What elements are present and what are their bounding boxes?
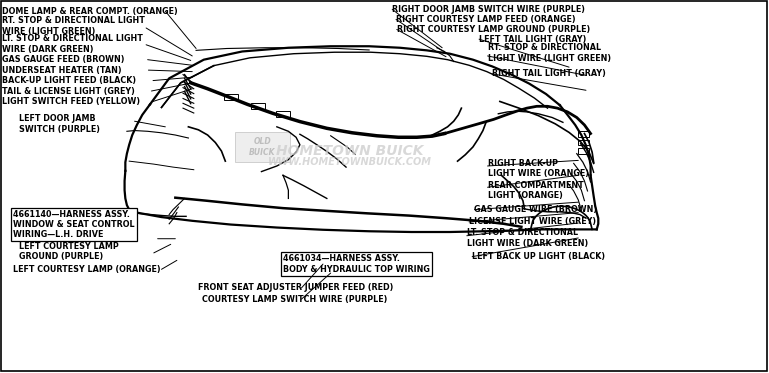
Text: TAIL & LICENSE LIGHT (GREY): TAIL & LICENSE LIGHT (GREY) xyxy=(2,87,135,95)
Bar xyxy=(578,131,589,137)
Text: COURTESY LAMP SWITCH WIRE (PURPLE): COURTESY LAMP SWITCH WIRE (PURPLE) xyxy=(202,295,388,304)
Text: RIGHT COURTESY LAMP FEED (ORANGE): RIGHT COURTESY LAMP FEED (ORANGE) xyxy=(396,15,576,24)
Text: HOMETOWN BUICK: HOMETOWN BUICK xyxy=(276,144,424,158)
Text: 4661140—HARNESS ASSY.
WINDOW & SEAT CONTROL
WIRING—L.H. DRIVE: 4661140—HARNESS ASSY. WINDOW & SEAT CONT… xyxy=(13,210,135,239)
Text: RT. STOP & DIRECTIONAL
LIGHT WIRE (LIGHT GREEN): RT. STOP & DIRECTIONAL LIGHT WIRE (LIGHT… xyxy=(488,43,611,63)
Text: RIGHT BACK-UP
LIGHT WIRE (ORANGE): RIGHT BACK-UP LIGHT WIRE (ORANGE) xyxy=(488,159,588,178)
Bar xyxy=(224,94,238,100)
Bar xyxy=(578,148,589,154)
Text: LT. STOP & DIRECTIONAL LIGHT
WIRE (DARK GREEN): LT. STOP & DIRECTIONAL LIGHT WIRE (DARK … xyxy=(2,34,142,54)
Text: 4661034—HARNESS ASSY.
BODY & HYDRAULIC TOP WIRING: 4661034—HARNESS ASSY. BODY & HYDRAULIC T… xyxy=(283,254,430,274)
Text: RIGHT DOOR JAMB SWITCH WIRE (PURPLE): RIGHT DOOR JAMB SWITCH WIRE (PURPLE) xyxy=(392,5,585,14)
Text: LEFT COURTESY LAMP (ORANGE): LEFT COURTESY LAMP (ORANGE) xyxy=(13,265,161,274)
Text: REAR COMPARTMENT
LIGHT (ORANGE): REAR COMPARTMENT LIGHT (ORANGE) xyxy=(488,181,584,200)
Text: BACK-UP LIGHT FEED (BLACK): BACK-UP LIGHT FEED (BLACK) xyxy=(2,76,135,85)
Text: RIGHT COURTESY LAMP GROUND (PURPLE): RIGHT COURTESY LAMP GROUND (PURPLE) xyxy=(397,25,590,34)
Text: LEFT TAIL LIGHT (GRAY): LEFT TAIL LIGHT (GRAY) xyxy=(479,35,587,44)
Text: FRONT SEAT ADJUSTER JUMPER FEED (RED): FRONT SEAT ADJUSTER JUMPER FEED (RED) xyxy=(198,283,394,292)
Text: UNDERSEAT HEATER (TAN): UNDERSEAT HEATER (TAN) xyxy=(2,66,122,75)
Text: LIGHT SWITCH FEED (YELLOW): LIGHT SWITCH FEED (YELLOW) xyxy=(2,97,140,106)
Text: LEFT COURTESY LAMP
GROUND (PURPLE): LEFT COURTESY LAMP GROUND (PURPLE) xyxy=(19,242,119,261)
Text: RIGHT TAIL LIGHT (GRAY): RIGHT TAIL LIGHT (GRAY) xyxy=(492,69,606,78)
Text: HEATER WIRE (TAN): HEATER WIRE (TAN) xyxy=(31,234,120,243)
Text: GAS GAUGE WIRE (BROWN): GAS GAUGE WIRE (BROWN) xyxy=(474,205,598,214)
Text: LICENSE LIGHT WIRE (GREY): LICENSE LIGHT WIRE (GREY) xyxy=(469,217,596,226)
Bar xyxy=(235,132,290,162)
Text: LT. STOP & DIRECTIONAL
LIGHT WIRE (DARK GREEN): LT. STOP & DIRECTIONAL LIGHT WIRE (DARK … xyxy=(467,228,588,248)
Text: RT. STOP & DIRECTIONAL LIGHT
WIRE (LIGHT GREEN): RT. STOP & DIRECTIONAL LIGHT WIRE (LIGHT… xyxy=(2,16,145,36)
Text: DOME LAMP & REAR COMPT. (ORANGE): DOME LAMP & REAR COMPT. (ORANGE) xyxy=(2,7,178,16)
Bar xyxy=(251,103,265,109)
Text: OLD
BUICK: OLD BUICK xyxy=(249,137,275,157)
Text: LEFT DOOR JAMB
SWITCH (PURPLE): LEFT DOOR JAMB SWITCH (PURPLE) xyxy=(19,114,100,134)
Text: GAS GAUGE FEED (BROWN): GAS GAUGE FEED (BROWN) xyxy=(2,55,124,64)
Bar xyxy=(578,140,589,145)
Text: WWW.HOMETOWNBUICK.COM: WWW.HOMETOWNBUICK.COM xyxy=(268,157,432,167)
Text: LEFT BACK UP LIGHT (BLACK): LEFT BACK UP LIGHT (BLACK) xyxy=(472,252,605,261)
Bar xyxy=(276,111,290,117)
